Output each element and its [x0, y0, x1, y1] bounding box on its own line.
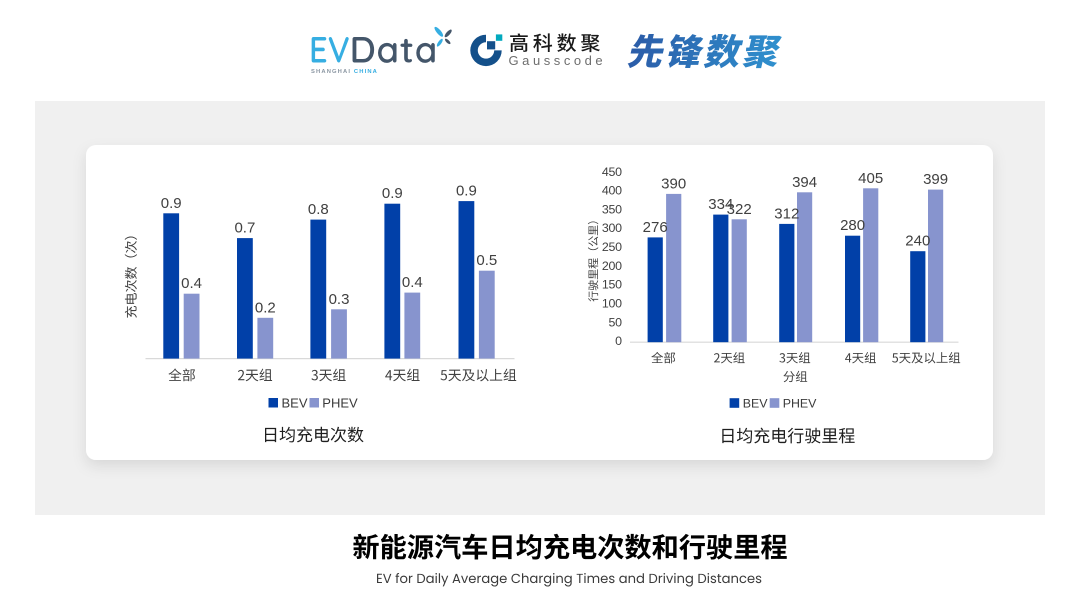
svg-text:250: 250	[602, 240, 622, 254]
svg-text:276: 276	[643, 219, 668, 236]
svg-text:BEV: BEV	[743, 396, 769, 410]
svg-text:0.9: 0.9	[382, 185, 403, 202]
svg-text:PHEV: PHEV	[783, 396, 817, 410]
svg-text:322: 322	[727, 201, 752, 218]
svg-text:PHEV: PHEV	[322, 395, 358, 410]
svg-text:334: 334	[708, 196, 733, 213]
svg-text:Gausscode: Gausscode	[509, 53, 607, 68]
svg-text:450: 450	[602, 165, 622, 179]
svg-text:0.9: 0.9	[161, 195, 182, 212]
svg-text:0.2: 0.2	[255, 299, 276, 316]
svg-text:350: 350	[602, 202, 622, 216]
svg-text:0.8: 0.8	[308, 201, 329, 218]
svg-text:0.9: 0.9	[456, 183, 477, 200]
svg-text:280: 280	[840, 217, 865, 234]
svg-text:405: 405	[858, 170, 883, 187]
svg-text:0: 0	[615, 334, 622, 348]
svg-text:SHANGHAI CHINA: SHANGHAI CHINA	[311, 69, 378, 75]
svg-text:50: 50	[609, 315, 623, 329]
svg-text:0.7: 0.7	[234, 220, 255, 237]
svg-text:100: 100	[602, 297, 622, 311]
svg-text:BEV: BEV	[282, 395, 308, 410]
svg-text:200: 200	[602, 259, 622, 273]
svg-text:400: 400	[602, 184, 622, 198]
svg-text:312: 312	[774, 205, 799, 222]
svg-text:0.4: 0.4	[181, 275, 202, 292]
svg-text:0.3: 0.3	[329, 291, 350, 308]
svg-text:150: 150	[602, 278, 622, 292]
svg-text:399: 399	[923, 171, 948, 188]
svg-text:240: 240	[905, 233, 930, 250]
svg-text:394: 394	[792, 174, 817, 191]
svg-text:390: 390	[661, 175, 686, 192]
svg-text:0.4: 0.4	[402, 274, 423, 291]
svg-text:0.5: 0.5	[476, 252, 497, 269]
svg-text:300: 300	[602, 221, 622, 235]
